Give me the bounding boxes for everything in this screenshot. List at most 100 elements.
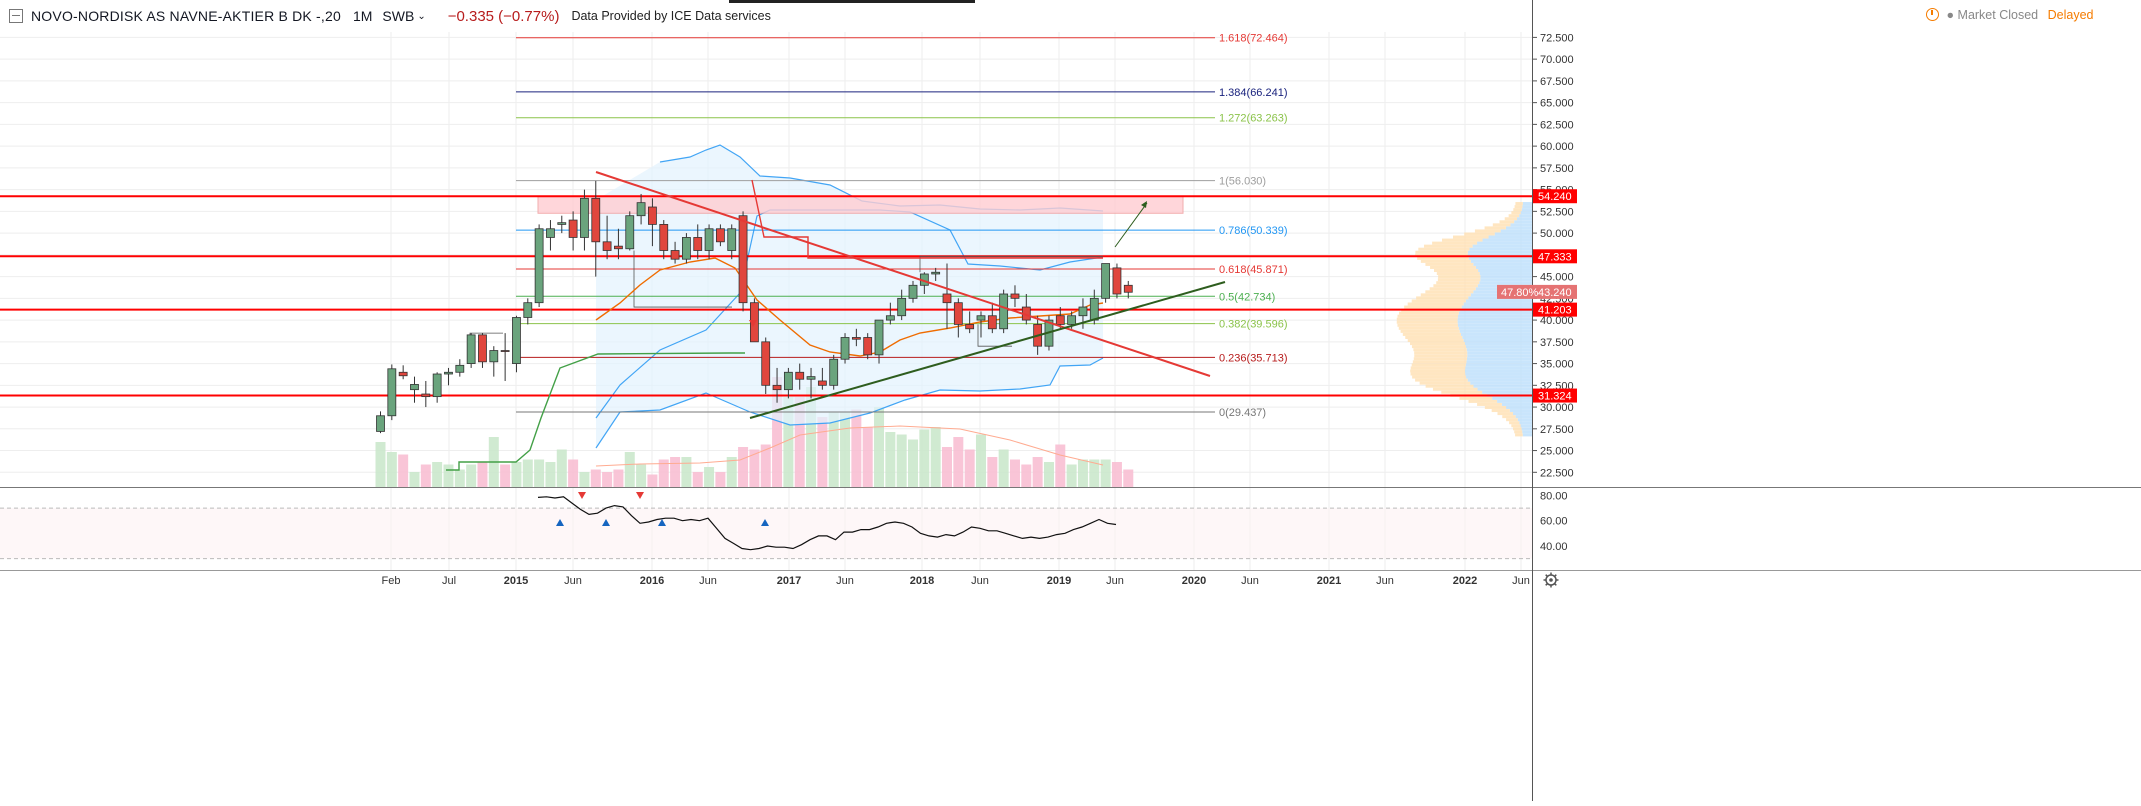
volume-profile-bar: [1464, 232, 1495, 236]
time-tick-label: Jun: [699, 575, 717, 587]
exchange-label[interactable]: SWB: [382, 8, 415, 24]
price-tick-label: 60.000: [1540, 141, 1574, 153]
volume-bar: [975, 434, 986, 487]
volume-profile-bar: [1432, 241, 1478, 245]
volume-bar: [794, 397, 805, 487]
candle: [897, 289, 907, 321]
price-level-label: 41.203: [1538, 305, 1572, 317]
price-level-badge: [1533, 249, 1577, 264]
volume-bar: [590, 469, 601, 487]
candle: [614, 228, 623, 260]
market-closed-label: Market Closed: [1957, 8, 2039, 22]
volume-profile-bar: [1467, 253, 1532, 257]
time-tick-label: 2018: [910, 575, 934, 587]
volume-profile-bar: [1517, 418, 1532, 422]
candle-body: [591, 197, 601, 243]
candle: [478, 333, 487, 368]
candle: [1112, 263, 1122, 299]
volume-bar: [828, 412, 839, 487]
oscillator: [0, 492, 1532, 560]
volume-bar: [726, 457, 737, 487]
price-tick-label: 22.500: [1540, 467, 1574, 479]
interval-label[interactable]: 1M: [352, 8, 373, 24]
candle-body: [648, 206, 657, 225]
volume-profile-bar: [1480, 275, 1532, 279]
fib-label: 0.5(42.734): [1219, 291, 1275, 303]
candle: [1055, 307, 1065, 329]
square-minus-icon[interactable]: [9, 9, 23, 23]
candle-body: [568, 219, 578, 238]
chevron-down-icon[interactable]: ⌄: [417, 10, 426, 22]
candle-body: [1112, 267, 1122, 295]
volume-profile-bar: [1463, 339, 1532, 343]
candle-body: [1010, 293, 1020, 299]
candle: [863, 333, 873, 360]
candle: [965, 311, 975, 334]
volume-profile-bar: [1436, 281, 1480, 285]
candle: [806, 367, 816, 399]
volume-profile-bar: [1469, 247, 1532, 251]
volume-profile-bar: [1474, 229, 1501, 233]
volume-bar: [840, 412, 851, 487]
candle-body: [421, 393, 431, 398]
candle-body: [987, 315, 997, 330]
volume-profile-bar: [1521, 208, 1532, 212]
range-box: [633, 250, 732, 308]
volume-bar: [409, 472, 420, 487]
volume-percent-label: 47.80%: [1501, 287, 1539, 299]
candle: [840, 333, 850, 364]
candle: [682, 233, 691, 264]
volume-profile-bar: [1460, 332, 1532, 336]
candle: [908, 280, 918, 303]
candle: [546, 220, 555, 251]
candle-body: [840, 337, 850, 360]
volume-profile-bar: [1502, 415, 1516, 419]
volume-profile-bar: [1511, 211, 1521, 215]
candle-body: [942, 293, 952, 304]
band-lower-line: [595, 357, 1104, 449]
volume-profile-bar: [1458, 323, 1532, 327]
fib-label: 0.236(35.713): [1219, 352, 1288, 364]
gear-icon: [1543, 572, 1559, 588]
volume-bar: [862, 427, 873, 487]
candle-body: [863, 337, 873, 356]
volume-profile-bar: [1438, 275, 1481, 279]
volume-profile-bar: [1458, 314, 1532, 318]
candle: [772, 367, 782, 403]
candle: [444, 367, 453, 386]
volume-bar: [454, 469, 465, 487]
volume-profile-bar: [1488, 235, 1532, 239]
candle-body: [1089, 297, 1099, 321]
volume-profile-bar: [1492, 396, 1532, 400]
volume-bar: [432, 462, 443, 487]
oscillator-tick-label: 60.00: [1540, 516, 1568, 528]
volume-profile-bar: [1522, 430, 1532, 434]
status-dot-icon: ●: [1946, 8, 1955, 22]
volume-profile-bar: [1397, 323, 1458, 327]
candle-body: [1067, 315, 1077, 325]
price-tick-label: 72.500: [1540, 32, 1574, 44]
volume-profile-bar: [1479, 281, 1532, 285]
volume-bar: [658, 459, 669, 487]
volume-profile-bar: [1410, 372, 1466, 376]
candle: [874, 319, 884, 364]
volume-bar: [1066, 464, 1077, 487]
volume-bar: [624, 452, 635, 487]
volume-profile-bar: [1441, 390, 1483, 394]
symbol-name[interactable]: NOVO-NORDISK AS NAVNE-AKTIER B DK -,20: [31, 8, 341, 24]
volume-profile-bar: [1458, 311, 1532, 315]
candle-body: [580, 197, 589, 238]
volume-profile-bar: [1499, 220, 1515, 224]
volume-bar: [636, 464, 647, 487]
volume-profile-bar: [1459, 396, 1493, 400]
volume-profile-bar: [1442, 238, 1483, 242]
volume-bar: [704, 467, 715, 487]
volume-bar: [749, 449, 760, 487]
volume-profile-bar: [1434, 269, 1479, 273]
volume-profile-bar: [1415, 250, 1468, 254]
time-tick-label: 2021: [1317, 575, 1341, 587]
volume-profile-bar: [1515, 415, 1532, 419]
price-tick-label: 57.500: [1540, 163, 1574, 175]
